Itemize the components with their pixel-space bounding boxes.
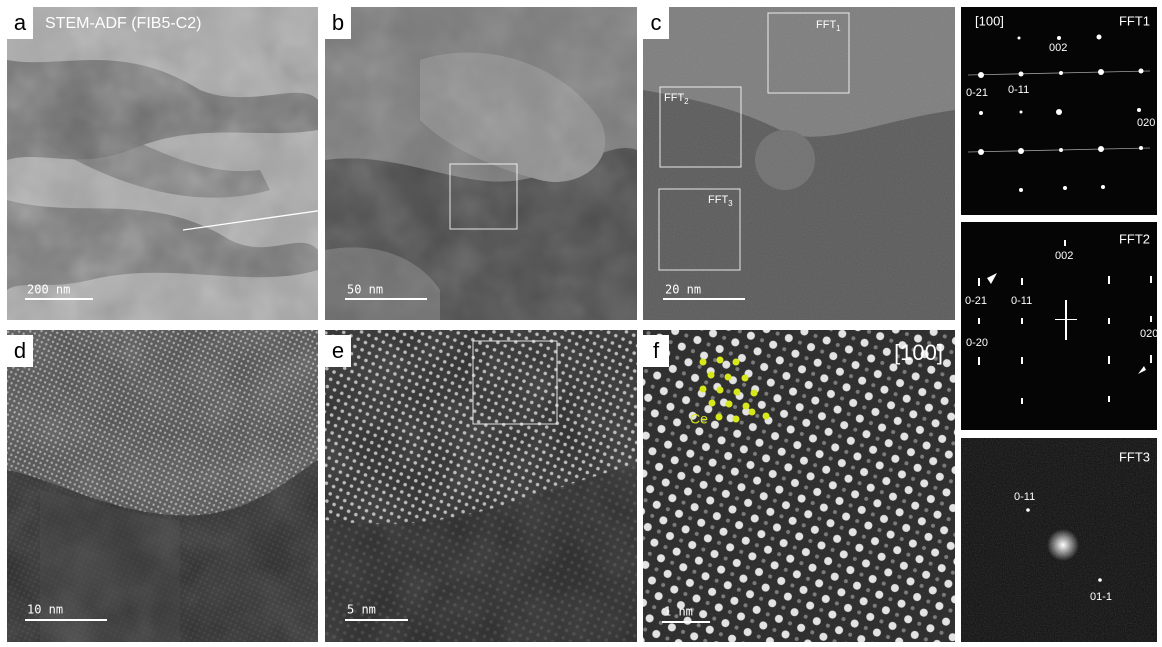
arrow [182, 205, 353, 231]
fft-panel-3: FFT3 0-11 01-1 [961, 438, 1157, 642]
spot-label: 0-20 [966, 337, 988, 349]
zoom-box [472, 340, 558, 425]
zone-axis: [100] [975, 13, 1004, 28]
panel-e: e 5 nm [325, 330, 637, 642]
panel-letter: e [332, 338, 344, 363]
fft-panel-2: FFT2 002 0-21 0-11 020 0-20 [961, 222, 1158, 430]
fft-box-label: FFT1 [816, 19, 841, 33]
scale-label: 20 nm [665, 283, 701, 297]
fft-box [659, 86, 742, 168]
panel-f: Ce [100] f 1 nm [643, 330, 955, 642]
atom-label: Ce [690, 411, 708, 427]
fft-box-label: FFT2 [664, 92, 689, 106]
fft-title: FFT3 [1119, 449, 1150, 464]
spot-label: 0-21 [966, 87, 988, 99]
zone-axis: [100] [894, 340, 943, 365]
panel-letter: a [14, 10, 27, 35]
spot-label: 0-11 [1008, 84, 1029, 96]
central-spot [1047, 529, 1079, 561]
fft-title: FFT2 [1119, 231, 1150, 246]
scale-label: 50 nm [347, 283, 383, 297]
spot-label: 020 [1137, 117, 1155, 129]
zoom-box [449, 163, 518, 230]
spot-label: 0-11 [1011, 295, 1032, 307]
panel-d: d 10 nm [7, 330, 318, 642]
scale-label: 10 nm [27, 603, 63, 617]
diffraction-streaks [978, 240, 1152, 404]
fft-box [658, 188, 741, 271]
panel-a: a STEM-ADF (FIB5-C2) 200 nm [7, 7, 358, 320]
panel-letter: d [14, 338, 26, 363]
spot-label: 01-1 [1090, 591, 1112, 603]
panel-b: b 50 nm [325, 7, 637, 320]
atom-markers [699, 356, 770, 423]
fft-panel-1: [100] FFT1 002 0-11 0-21 020 [961, 7, 1157, 215]
spot-label: 0-11 [1014, 491, 1035, 503]
spot-label: 0-21 [965, 295, 987, 307]
spot-label: 002 [1049, 42, 1067, 54]
caption: STEM-ADF (FIB5-C2) [45, 15, 201, 32]
panel-letter: b [332, 10, 344, 35]
fft-box [767, 12, 850, 94]
fft-box-label: FFT3 [708, 194, 733, 208]
spot-label: 020 [1140, 328, 1158, 340]
panel-c: FFT1 FFT2 FFT3 c 20 nm [643, 7, 955, 320]
scale-label: 5 nm [347, 603, 376, 617]
panel-letter: c [651, 10, 662, 35]
panel-letter: f [653, 338, 660, 363]
fft-title: FFT1 [1119, 13, 1150, 28]
scale-label: 200 nm [27, 283, 70, 297]
spot-label: 002 [1055, 250, 1073, 262]
scale-label: 1 nm [664, 605, 693, 619]
